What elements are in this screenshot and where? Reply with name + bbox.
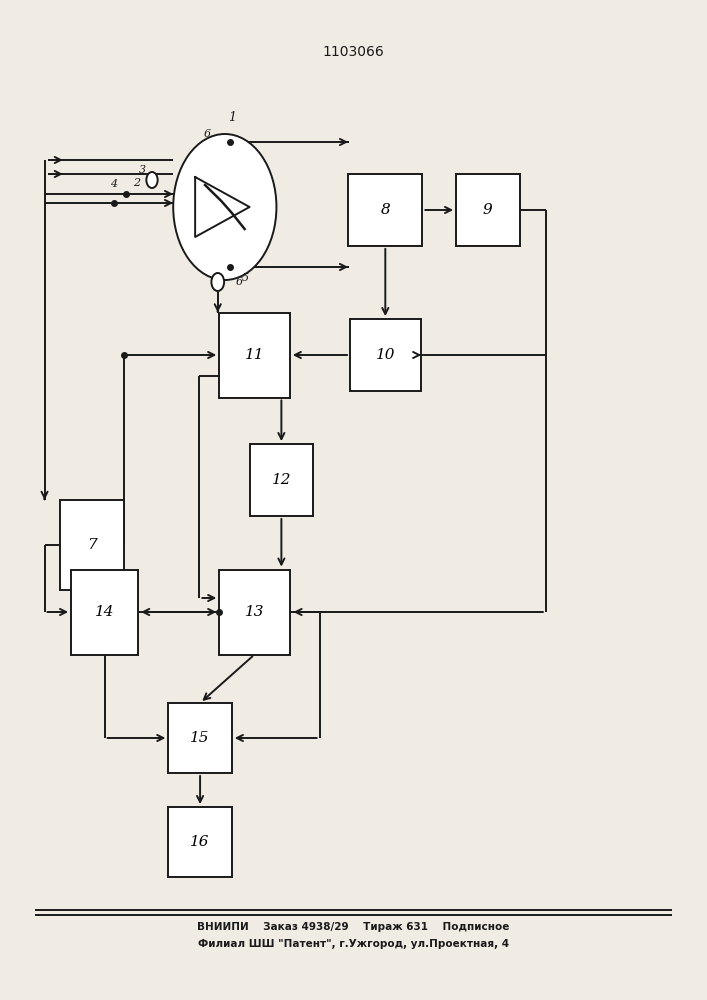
Text: ВНИИПИ    Заказ 4938/29    Тираж 631    Подписное: ВНИИПИ Заказ 4938/29 Тираж 631 Подписное (197, 922, 510, 932)
Text: 15: 15 (190, 731, 210, 745)
Bar (168, 807, 232, 877)
Text: 9: 9 (483, 203, 493, 217)
Text: 4: 4 (110, 179, 117, 189)
Bar (168, 703, 232, 773)
Bar (348, 174, 422, 246)
Text: 6: 6 (204, 129, 211, 139)
Text: 3: 3 (139, 165, 146, 175)
Text: 11: 11 (245, 348, 264, 362)
Text: 1: 1 (228, 111, 236, 124)
Text: 16: 16 (190, 835, 210, 849)
Text: 13: 13 (245, 605, 264, 619)
Text: 8: 8 (380, 203, 390, 217)
Text: 2: 2 (133, 178, 140, 188)
Text: 7: 7 (87, 538, 97, 552)
Bar (456, 174, 520, 246)
Bar (71, 569, 139, 654)
Text: 6: 6 (235, 277, 243, 287)
Circle shape (211, 273, 224, 291)
Text: 1103066: 1103066 (322, 45, 385, 59)
Bar (219, 312, 290, 397)
Text: 14: 14 (95, 605, 115, 619)
Circle shape (173, 134, 276, 280)
Bar (60, 500, 124, 590)
Bar (250, 444, 313, 516)
Text: Филиал ШШ "Патент", г.Ужгород, ул.Проектная, 4: Филиал ШШ "Патент", г.Ужгород, ул.Проект… (198, 939, 509, 949)
Circle shape (146, 172, 158, 188)
Text: 5: 5 (242, 273, 249, 283)
Bar (350, 319, 421, 391)
Text: 12: 12 (271, 473, 291, 487)
Text: 10: 10 (375, 348, 395, 362)
Bar (219, 569, 290, 654)
